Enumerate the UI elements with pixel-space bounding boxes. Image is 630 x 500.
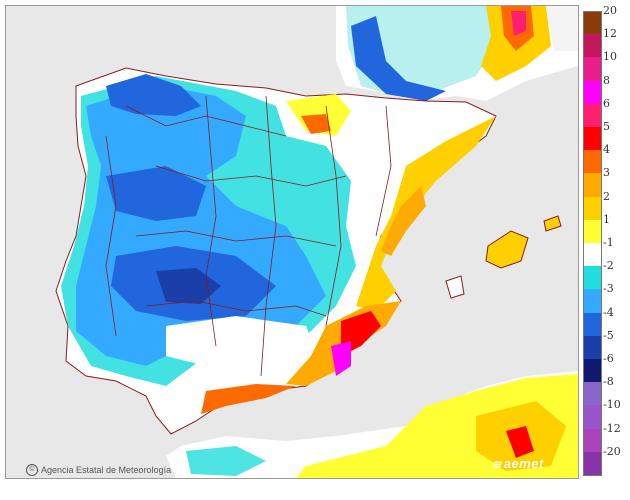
anomaly-navy-core [156, 268, 221, 304]
warm-southeast-max [331, 341, 351, 376]
legend-label: 3 [603, 166, 610, 180]
legend-label: 2 [603, 189, 610, 203]
legend-swatch-5 [583, 127, 602, 151]
legend-label: -20 [603, 444, 621, 458]
legend-swatch-0 [583, 11, 602, 36]
anomaly-dark-blue-west [106, 166, 206, 221]
legend-swatch-1 [583, 34, 602, 58]
map-frame [5, 5, 579, 479]
legend-label: -1 [603, 236, 614, 249]
balearic-ibiza [445, 275, 465, 299]
anomaly-map [6, 6, 578, 478]
legend-swatch-6 [583, 150, 602, 174]
aemet-swirl-icon: ≋ [492, 459, 502, 471]
france-deep-blue [351, 16, 446, 101]
legend-label: 1 [603, 212, 610, 226]
legend-swatch-19 [583, 451, 602, 476]
legend-swatch-11 [583, 266, 602, 290]
legend-swatch-10 [583, 243, 602, 267]
legend-label: 4 [603, 143, 610, 157]
legend-label: -3 [603, 282, 614, 296]
province-borders [105, 95, 392, 377]
attribution: © Agencia Estatal de Meteorología [26, 464, 171, 476]
africa-warm-red [506, 426, 534, 458]
legend-label: -12 [603, 421, 621, 435]
legend-swatch-13 [583, 312, 602, 336]
legend-swatch-4 [583, 103, 602, 127]
legend-swatch-17 [583, 405, 602, 429]
legend-label: -10 [603, 398, 621, 412]
aemet-logo-text: aemet [503, 456, 544, 471]
legend-label: -5 [603, 328, 614, 342]
agency-name: Agencia Estatal de Meteorología [41, 465, 172, 475]
legend-label: -6 [603, 352, 614, 365]
anomaly-dark-blue-north [106, 74, 201, 116]
legend-swatch-7 [583, 173, 602, 197]
legend-label: -4 [603, 305, 614, 319]
balearic-menorca [543, 215, 562, 232]
balearic-mallorca [485, 230, 529, 269]
warm-east-coast-yellow [356, 116, 496, 311]
color-legend: 20 12 10 8 6 5 4 3 2 1 -1 -2 -3 -4 -5 -6 -8 -10 -12 -20 [583, 4, 628, 478]
legend-label: 8 [603, 73, 610, 87]
africa-cool-patch [186, 446, 266, 476]
legend-swatch-2 [583, 57, 602, 81]
france-alps-grey [546, 6, 578, 51]
legend-swatch-14 [583, 335, 602, 359]
france-max-spot [511, 11, 526, 36]
legend-label: 5 [603, 120, 610, 133]
warm-east-coast-orange [381, 186, 426, 256]
legend-label: -8 [603, 375, 614, 389]
legend-swatch-16 [583, 382, 602, 406]
copyright-icon: © [26, 464, 38, 476]
warm-south-coast [201, 384, 296, 414]
legend-swatch-3 [583, 80, 602, 104]
legend-label: 10 [603, 50, 617, 64]
legend-label: -2 [603, 259, 614, 273]
aemet-logo: ≋ aemet [492, 456, 544, 471]
legend-label: 20 [603, 4, 617, 17]
legend-swatch-12 [583, 289, 602, 313]
legend-swatch-18 [583, 428, 602, 452]
warm-ebro-core [301, 114, 331, 134]
legend-label: 12 [603, 27, 617, 41]
legend-swatch-9 [583, 219, 602, 243]
neutral-strip-south [166, 316, 316, 366]
legend-label: 6 [603, 96, 610, 110]
legend-swatch-15 [583, 359, 602, 383]
legend-swatch-8 [583, 196, 602, 220]
